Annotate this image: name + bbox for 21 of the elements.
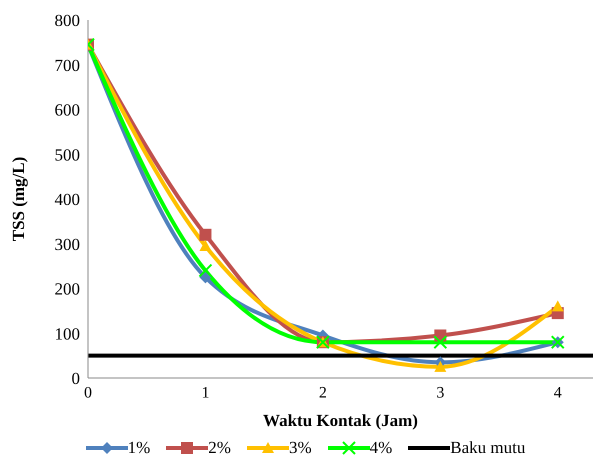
y-tick-label: 500 (54, 145, 80, 164)
y-tick-label: 100 (54, 324, 80, 344)
x-tick-label: 3 (436, 384, 444, 402)
legend-label: 3% (288, 438, 312, 458)
legend-label: 4% (370, 438, 392, 458)
y-tick-label: 700 (54, 56, 80, 75)
x-tick-label: 4 (554, 384, 562, 402)
y-tick-label: 800 (54, 11, 80, 30)
x-tick-label: 1 (201, 384, 210, 402)
y-tick-label: 400 (54, 190, 80, 210)
legend-label: 2% (208, 438, 231, 458)
y-tick-label: 600 (54, 100, 80, 120)
y-tick-label: 200 (54, 280, 80, 299)
y-tick-label: 0 (72, 369, 80, 388)
legend-label: 1% (128, 438, 150, 458)
y-tick-label: 300 (54, 234, 80, 254)
legend-label: Baku mutu (450, 438, 526, 458)
x-tick-label: 2 (318, 384, 327, 402)
y-axis-title: TSS (mg/L) (9, 156, 28, 242)
x-axis-title: Waktu Kontak (Jam) (263, 411, 418, 430)
x-tick-label: 0 (84, 384, 92, 402)
